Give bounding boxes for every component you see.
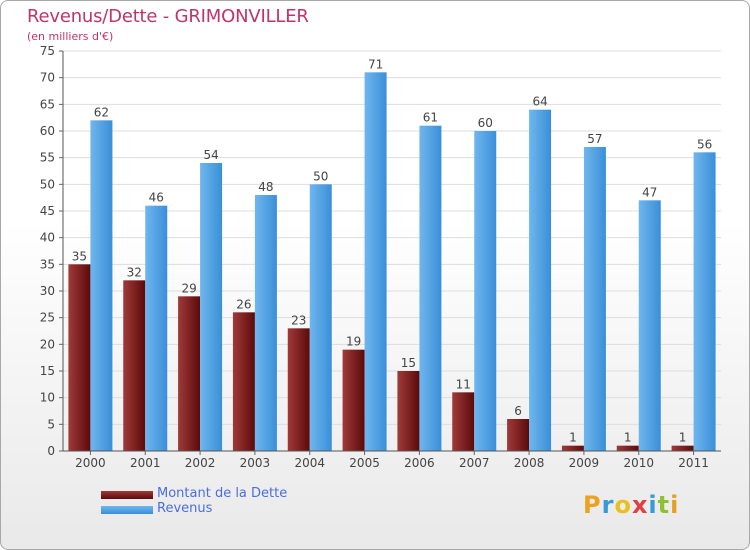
data-label-revenue-2006: 61 [423, 111, 438, 125]
data-label-revenue-2000: 62 [94, 105, 109, 119]
data-labels: 35 62 32 46 29 54 26 48 23 50 19 71 15 61 11 60 6 64 1 57 1 4… [72, 57, 712, 444]
data-label-debt-2004: 23 [291, 313, 306, 327]
data-label-debt-2005: 19 [346, 335, 361, 349]
y-tick-label: 30 [40, 284, 55, 298]
grid-lines [63, 50, 721, 425]
data-label-revenue-2004: 50 [313, 169, 328, 183]
x-tick-label: 2006 [404, 456, 435, 470]
bar-revenue-2010 [638, 200, 661, 451]
bar-revenue-2001 [145, 205, 168, 451]
y-tick-label: 55 [40, 151, 55, 165]
y-tick-label: 20 [40, 337, 55, 351]
data-label-revenue-2008: 64 [532, 95, 547, 109]
data-label-debt-2000: 35 [72, 249, 87, 263]
logo-letter: i [648, 491, 658, 519]
data-label-revenue-2001: 46 [149, 191, 164, 205]
chart-title: Revenus/Dette - GRIMONVILLER [27, 6, 309, 27]
bar-debt-2008 [507, 419, 530, 451]
x-tick-label: 2009 [569, 456, 600, 470]
legend-label-revenue: Revenus [157, 501, 213, 516]
axes [62, 51, 721, 452]
bar-revenue-2005 [364, 72, 387, 451]
y-tick-label: 5 [47, 417, 55, 431]
data-label-revenue-2003: 48 [258, 180, 273, 194]
data-label-revenue-2010: 47 [642, 185, 657, 199]
bar-debt-2004 [287, 328, 310, 451]
bars [68, 72, 716, 452]
bar-revenue-2008 [529, 109, 552, 452]
data-label-debt-2006: 15 [401, 356, 416, 370]
bar-debt-2002 [178, 296, 201, 451]
bar-revenue-2007 [474, 131, 497, 451]
x-tick-label: 2002 [185, 456, 216, 470]
x-tick-label: 2011 [678, 456, 709, 470]
data-label-debt-2008: 6 [514, 404, 522, 418]
logo-letter: t [657, 491, 671, 519]
x-tick-label: 2003 [240, 456, 271, 470]
logo-letter: r [601, 491, 615, 519]
proxiti-logo: Proxiti [583, 491, 679, 519]
chart-subtitle: (en milliers d'€) [27, 30, 114, 43]
bar-debt-2010 [616, 445, 639, 451]
logo-letter: o [614, 491, 632, 519]
y-tick-label: 35 [40, 257, 55, 271]
y-tick-label: 45 [40, 204, 55, 218]
x-tick-label: 2000 [75, 456, 106, 470]
bar-revenue-2006 [419, 125, 442, 452]
logo-letter: P [583, 491, 602, 519]
data-label-revenue-2007: 60 [478, 116, 493, 130]
data-label-debt-2001: 32 [127, 265, 142, 279]
x-axis-ticks: 2000 2001 2002 2003 2004 2005 2006 2007 2008 2009… [75, 451, 709, 470]
bar-revenue-2004 [309, 184, 332, 452]
data-label-debt-2010: 1 [624, 431, 632, 445]
y-axis-ticks: 0 5 10 15 20 25 30 35 40 45 50 55 60 65 70 75 [40, 44, 63, 458]
bar-debt-2005 [342, 349, 365, 451]
y-tick-label: 60 [40, 124, 55, 138]
x-tick-label: 2008 [514, 456, 545, 470]
bar-debt-2007 [452, 392, 475, 451]
legend-swatch-revenue [101, 506, 153, 514]
x-tick-label: 2005 [349, 456, 380, 470]
data-label-debt-2011: 1 [679, 431, 687, 445]
bar-revenue-2002 [200, 163, 223, 451]
bar-debt-2001 [123, 280, 146, 451]
bar-debt-2000 [68, 264, 91, 451]
y-tick-label: 75 [40, 44, 55, 58]
bar-debt-2003 [232, 312, 255, 451]
data-label-debt-2002: 29 [181, 281, 196, 295]
x-tick-label: 2004 [294, 456, 325, 470]
y-tick-label: 70 [40, 71, 55, 85]
data-label-debt-2007: 11 [456, 377, 471, 391]
x-tick-label: 2010 [623, 456, 654, 470]
legend-swatch-debt [101, 491, 153, 499]
y-tick-label: 25 [40, 311, 55, 325]
y-tick-label: 15 [40, 364, 55, 378]
x-tick-label: 2007 [459, 456, 490, 470]
bar-revenue-2009 [583, 147, 606, 451]
y-tick-label: 0 [47, 444, 55, 458]
x-tick-label: 2001 [130, 456, 161, 470]
bar-debt-2009 [561, 445, 584, 451]
data-label-revenue-2005: 71 [368, 57, 383, 71]
logo-letter: x [631, 491, 649, 519]
data-label-revenue-2009: 57 [587, 132, 602, 146]
data-label-debt-2003: 26 [236, 297, 251, 311]
data-label-revenue-2011: 56 [697, 137, 712, 151]
data-label-revenue-2002: 54 [203, 148, 218, 162]
y-tick-label: 40 [40, 231, 55, 245]
data-label-debt-2009: 1 [569, 431, 577, 445]
legend-label-debt: Montant de la Dette [157, 486, 288, 501]
bar-revenue-2000 [90, 120, 113, 451]
y-tick-label: 10 [40, 391, 55, 405]
bar-revenue-2003 [254, 195, 277, 451]
bar-debt-2006 [397, 371, 420, 451]
y-tick-label: 50 [40, 177, 55, 191]
bar-revenue-2011 [693, 152, 716, 452]
logo-letter: i [670, 491, 680, 519]
bar-debt-2011 [671, 445, 694, 451]
y-tick-label: 65 [40, 97, 55, 111]
